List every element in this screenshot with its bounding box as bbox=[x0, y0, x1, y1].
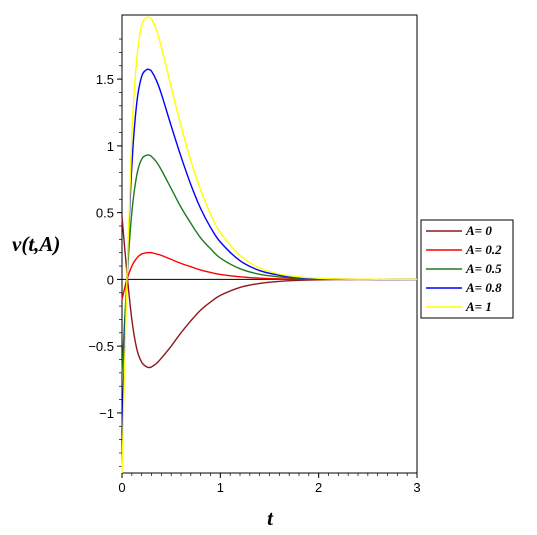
series-line-0 bbox=[121, 216, 418, 369]
series-line-2 bbox=[121, 154, 418, 373]
legend-label-3: A= 0.8 bbox=[465, 280, 502, 295]
x-axis-label: t bbox=[267, 506, 274, 530]
y-tick-label: −0.5 bbox=[88, 339, 114, 354]
legend-label-0: A= 0 bbox=[465, 223, 492, 238]
series-line-4 bbox=[121, 16, 418, 474]
x-tick-label: 1 bbox=[217, 480, 224, 495]
y-tick-label: 0 bbox=[107, 272, 114, 287]
series-lines bbox=[121, 16, 418, 474]
legend: A= 0 A= 0.2 A= 0.5 A= 0.8 A= 1 bbox=[420, 219, 514, 319]
y-axis-label: v(t,A) bbox=[12, 232, 60, 256]
legend-label-2: A= 0.5 bbox=[465, 261, 502, 276]
legend-label-1: A= 0.2 bbox=[465, 242, 502, 257]
y-tick-label: 0.5 bbox=[96, 206, 114, 221]
x-tick-label: 0 bbox=[118, 480, 125, 495]
y-tick-label: 1 bbox=[107, 139, 114, 154]
series-line-3 bbox=[121, 68, 418, 433]
y-tick-label: 1.5 bbox=[96, 72, 114, 87]
series-line-1 bbox=[121, 251, 418, 300]
x-tick-label: 3 bbox=[413, 480, 420, 495]
y-tick-label: −1 bbox=[99, 406, 114, 421]
x-tick-label: 2 bbox=[315, 480, 322, 495]
legend-label-4: A= 1 bbox=[465, 299, 492, 314]
plot-frame bbox=[121, 14, 418, 474]
x-axis: 0 1 2 3 bbox=[118, 473, 421, 495]
y-axis: −1 −0.5 0 0.5 1 1.5 bbox=[88, 38, 122, 467]
